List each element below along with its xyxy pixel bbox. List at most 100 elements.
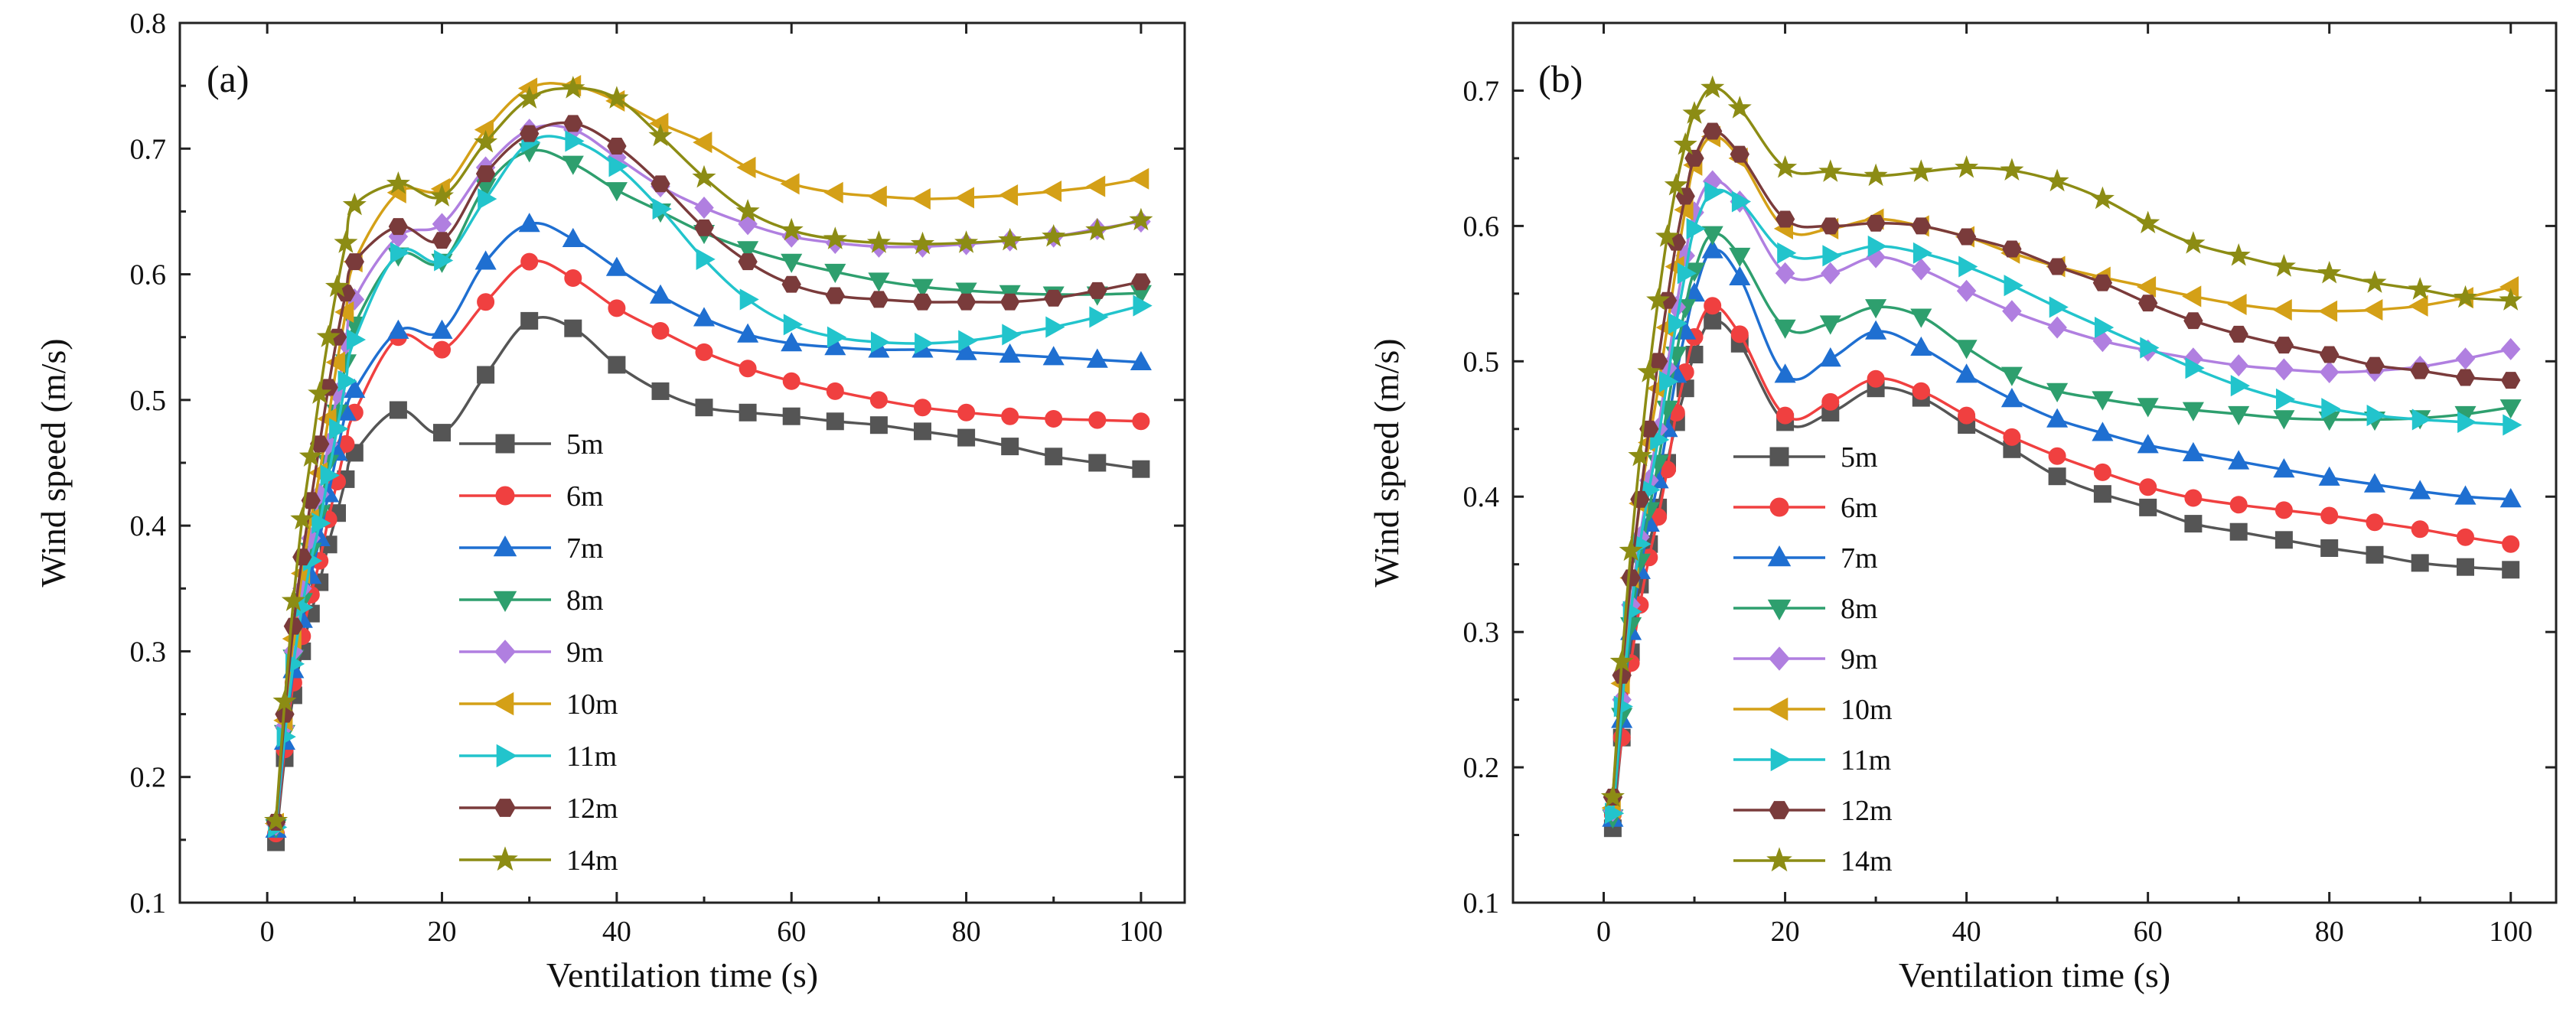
- data-point: [739, 360, 757, 378]
- legend-item: 5m: [1733, 441, 1878, 474]
- data-point: [562, 155, 584, 175]
- data-point: [389, 401, 407, 419]
- data-point: [2320, 506, 2339, 525]
- legend-label: 11m: [566, 740, 617, 773]
- y-tick-label: 0.1: [130, 887, 167, 919]
- data-point: [1956, 279, 1977, 302]
- data-point: [738, 213, 758, 236]
- data-point: [1045, 410, 1063, 428]
- data-point: [2229, 325, 2248, 343]
- data-point: [605, 182, 628, 202]
- data-point: [871, 331, 891, 353]
- data-point: [2362, 270, 2387, 293]
- x-axis-label: Ventilation time (s): [546, 955, 818, 994]
- data-point: [2092, 274, 2113, 291]
- data-point: [695, 343, 713, 361]
- legend-marker: [1770, 747, 1792, 772]
- data-point: [2047, 258, 2067, 275]
- data-point: [2045, 168, 2069, 192]
- legend-marker: [1766, 847, 1792, 872]
- data-point: [2274, 531, 2293, 549]
- data-point: [2181, 231, 2206, 254]
- legend-label: 7m: [566, 532, 604, 565]
- data-point: [2000, 158, 2024, 181]
- legend-marker: [494, 640, 516, 664]
- data-point: [2004, 275, 2023, 297]
- data-point: [1776, 406, 1795, 425]
- y-axis-label: Wind speed (m/s): [34, 338, 73, 587]
- data-point: [2228, 450, 2250, 470]
- y-tick-label: 0.2: [1463, 752, 1500, 784]
- legend-marker: [494, 799, 516, 817]
- data-point: [561, 76, 585, 99]
- data-point: [1130, 350, 1152, 371]
- data-point: [2365, 356, 2385, 374]
- data-point: [651, 175, 670, 193]
- data-point: [2502, 535, 2520, 553]
- y-tick-label: 0.5: [1463, 346, 1500, 378]
- data-point: [2139, 498, 2157, 516]
- data-point: [2093, 463, 2111, 481]
- data-point: [608, 299, 626, 317]
- data-point: [1867, 369, 1885, 388]
- data-point: [2093, 485, 2111, 503]
- data-point: [478, 187, 497, 210]
- legend-item: 6m: [1733, 492, 1878, 524]
- data-point: [1910, 336, 1932, 356]
- data-point: [477, 366, 495, 384]
- legend-label: 9m: [1841, 643, 1878, 675]
- y-tick-label: 0.3: [130, 636, 167, 668]
- data-point: [693, 307, 716, 327]
- data-point: [2366, 545, 2384, 564]
- data-point: [651, 322, 670, 340]
- data-point: [1910, 308, 1932, 328]
- data-point: [1628, 443, 1652, 467]
- data-point: [2229, 522, 2248, 541]
- series-11m: [1604, 181, 2522, 825]
- legend-marker: [495, 434, 515, 454]
- data-point: [1000, 293, 1020, 311]
- data-point: [1042, 346, 1065, 366]
- data-point: [608, 356, 626, 374]
- data-point: [318, 454, 340, 474]
- data-point: [1775, 210, 1795, 228]
- data-point: [520, 125, 540, 142]
- data-point: [2453, 285, 2478, 308]
- data-point: [780, 173, 800, 195]
- data-point: [1609, 649, 1634, 672]
- data-point: [1682, 101, 1707, 124]
- data-point: [2454, 485, 2477, 505]
- data-point: [651, 382, 670, 400]
- data-point: [474, 129, 498, 153]
- data-point: [386, 171, 410, 194]
- data-point: [1822, 245, 1842, 267]
- data-point: [957, 428, 976, 447]
- data-point: [2137, 398, 2159, 418]
- data-point: [2320, 346, 2340, 363]
- series-line: [274, 222, 1142, 830]
- data-point: [1955, 363, 1978, 383]
- data-point: [2274, 337, 2294, 354]
- data-point: [518, 213, 540, 233]
- data-point: [783, 314, 803, 336]
- data-point: [2273, 458, 2295, 478]
- plot-frame: [1511, 21, 2558, 904]
- data-point: [1132, 460, 1150, 478]
- data-point: [2000, 388, 2023, 408]
- legend-marker: [495, 486, 515, 506]
- y-axis-label: Wind speed (m/s): [1367, 338, 1406, 587]
- data-point: [869, 291, 889, 308]
- data-point: [1704, 181, 1724, 203]
- data-point: [739, 403, 757, 421]
- data-point: [2184, 515, 2203, 533]
- data-point: [694, 196, 714, 220]
- data-point: [2230, 375, 2250, 397]
- legend-marker: [493, 535, 517, 557]
- legend-item: 14m: [1733, 845, 1893, 877]
- data-point: [344, 378, 366, 399]
- data-point: [1042, 223, 1066, 247]
- data-point: [342, 192, 367, 216]
- data-point: [824, 263, 846, 284]
- x-tick-label: 20: [428, 916, 457, 948]
- data-point: [2457, 411, 2477, 433]
